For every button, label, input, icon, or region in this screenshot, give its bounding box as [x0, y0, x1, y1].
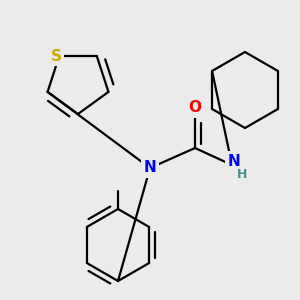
Text: H: H: [237, 169, 247, 182]
Text: S: S: [51, 49, 62, 64]
Text: O: O: [188, 100, 202, 116]
Text: N: N: [144, 160, 156, 175]
Text: N: N: [228, 154, 240, 169]
